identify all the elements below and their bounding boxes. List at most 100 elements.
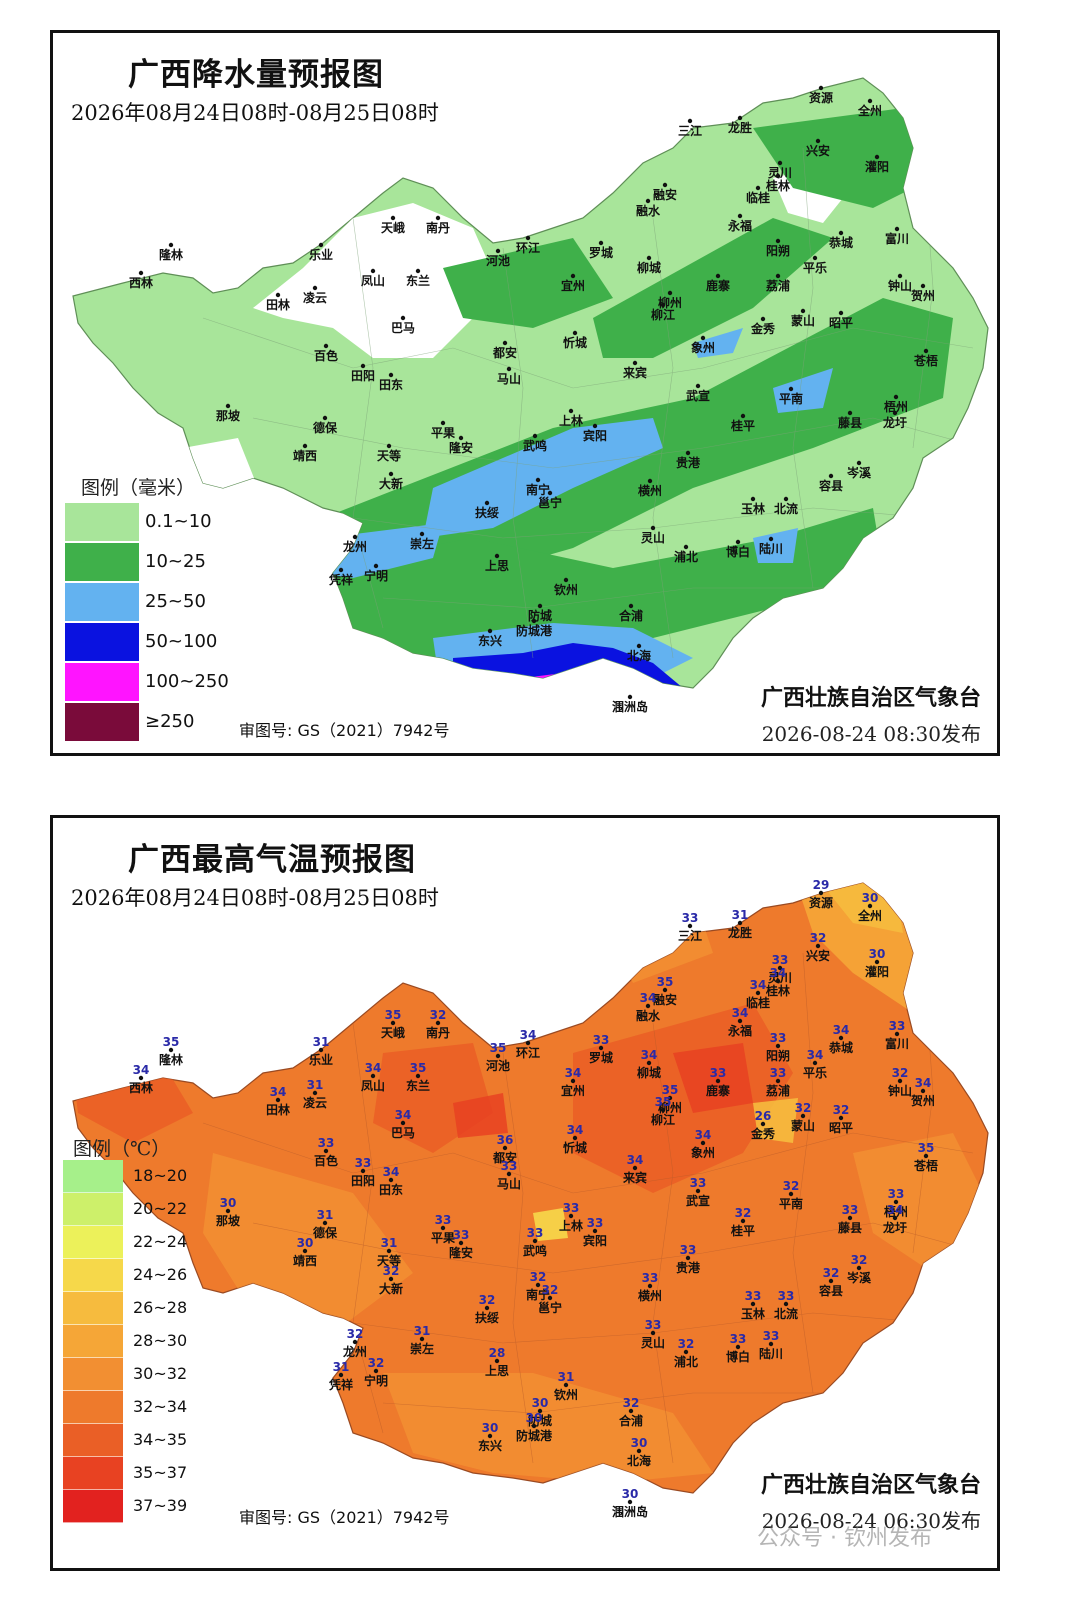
city-name: 防城港	[516, 623, 553, 638]
city-dot	[923, 1153, 929, 1159]
city-name: 武鸣	[523, 1243, 547, 1258]
city-dot	[568, 408, 574, 414]
city-name: 灵山	[641, 1335, 665, 1350]
city-name: 隆安	[449, 440, 473, 455]
temperature-value: 33	[645, 1318, 662, 1332]
temperature-value: 31	[414, 1324, 431, 1338]
city-name: 都安	[492, 1150, 517, 1165]
city-name: 贺州	[910, 288, 935, 303]
temperature-value: 33	[527, 1226, 544, 1240]
city-name: 贺州	[910, 1093, 935, 1108]
city-name: 北海	[627, 648, 651, 663]
city-dot	[323, 1148, 329, 1154]
city-name: 苍梧	[913, 353, 938, 368]
city-name: 象州	[691, 340, 715, 355]
city-name: 上林	[559, 1218, 583, 1233]
city-name: 永福	[727, 218, 752, 233]
legend-label: 35~37	[133, 1463, 188, 1482]
watermark: 公众号 · 钦州发布	[757, 1526, 932, 1551]
city-name: 浦北	[674, 1354, 698, 1369]
city-name: 田林	[266, 1102, 290, 1117]
temperature-value: 34	[383, 1165, 400, 1179]
city-name: 凌云	[303, 1095, 327, 1110]
city-name: 三江	[678, 928, 702, 943]
city-dot	[440, 1225, 446, 1231]
legend-swatch	[63, 1325, 123, 1358]
temperature-value: 33	[770, 1066, 787, 1080]
temperature-value: 33	[888, 1187, 905, 1201]
temperature-value: 35	[385, 1008, 402, 1022]
temperature-value: 32	[795, 1101, 812, 1115]
temperature-value: 31	[558, 1370, 575, 1384]
issuing-agency: 广西壮族自治区气象台	[760, 1473, 981, 1498]
city-dot	[592, 1228, 598, 1234]
city-name: 邕宁	[538, 495, 562, 510]
city-name: 西林	[129, 1080, 153, 1095]
legend-swatch	[65, 543, 139, 581]
temperature-map: 资源29全州30三江33龙胜31兴安32灌阳30灵川33桂林34临桂34融安35…	[72, 878, 989, 1519]
temperature-value: 30	[622, 1487, 639, 1501]
county-boundaries	[202, 147, 984, 659]
temperature-value: 31	[732, 908, 749, 922]
temperature-value: 34	[567, 1123, 584, 1137]
city-name: 昭平	[829, 1121, 853, 1135]
city-name: 龙圩	[883, 1220, 907, 1235]
city-dot	[768, 536, 774, 542]
city-dot	[502, 1145, 508, 1151]
temperature-value: 30	[482, 1421, 499, 1435]
city-name: 金秀	[750, 1126, 776, 1141]
temperature-value: 34	[887, 1203, 904, 1217]
legend-swatch	[65, 503, 139, 541]
city-dot	[874, 959, 880, 965]
city-dot	[775, 273, 781, 279]
temperature-value: 30	[631, 1436, 648, 1450]
temperature-value: 33	[593, 1033, 610, 1047]
legend-swatch	[63, 1457, 123, 1490]
city-dot	[700, 335, 706, 341]
city-dot	[506, 366, 512, 372]
city-name: 东兴	[478, 1438, 502, 1453]
city-name: 蒙山	[791, 313, 815, 328]
city-dot	[138, 1075, 144, 1081]
city-dot	[495, 1053, 501, 1059]
temperature-value: 35	[662, 1083, 679, 1097]
city-dot	[312, 285, 318, 291]
city-dot	[737, 115, 743, 121]
city-dot	[788, 1191, 794, 1197]
legend-swatch	[65, 623, 139, 661]
city-name: 凭祥	[328, 1377, 353, 1392]
city-dot	[388, 1177, 394, 1183]
city-name: 罗城	[589, 1050, 613, 1065]
city-name: 田林	[266, 297, 290, 312]
city-name: 富川	[885, 1036, 909, 1051]
city-dot	[484, 1305, 490, 1311]
city-dot	[646, 255, 652, 261]
rain-band-10-25	[443, 238, 613, 328]
legend-label: 26~28	[133, 1298, 188, 1317]
city-name: 兴安	[806, 948, 830, 963]
city-name: 田阳	[351, 1173, 375, 1188]
city-dot	[572, 330, 578, 336]
city-name: 柳江	[651, 307, 675, 322]
city-dot	[494, 553, 500, 559]
temp-zone-26-28	[753, 1098, 798, 1143]
city-name: 宁明	[364, 568, 388, 583]
city-name: 忻城	[563, 335, 587, 350]
city-dot	[897, 1078, 903, 1084]
city-dot	[373, 563, 379, 569]
temperature-value: 29	[813, 878, 830, 892]
city-name: 融安	[653, 992, 677, 1007]
city-dot	[415, 268, 421, 274]
city-dot	[818, 890, 824, 896]
city-dot	[572, 1135, 578, 1141]
city-dot	[650, 1330, 656, 1336]
legend-label: 50~100	[145, 631, 218, 652]
city-name: 鹿寨	[706, 278, 730, 293]
temperature-value: 31	[333, 1360, 350, 1374]
city-name: 平乐	[803, 260, 827, 275]
city-dot	[815, 943, 821, 949]
city-name: 横州	[638, 1288, 662, 1303]
city-name: 鹿寨	[706, 1083, 730, 1098]
city-name: 百色	[314, 1153, 338, 1168]
city-dot	[168, 242, 174, 248]
